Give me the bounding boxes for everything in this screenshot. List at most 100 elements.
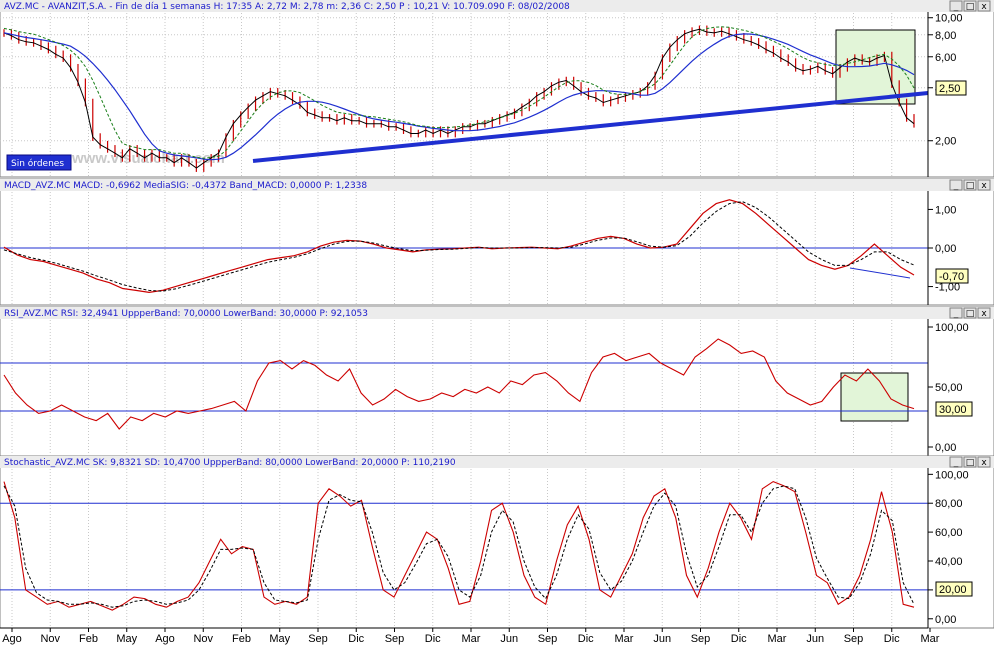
maximize-button[interactable]: □	[963, 179, 977, 191]
minimize-button-icon[interactable]: _	[953, 458, 959, 468]
minimize-button-bg[interactable]	[949, 0, 963, 12]
price-series-group	[3, 25, 915, 172]
close-button-bg[interactable]	[977, 307, 991, 319]
close-button[interactable]: x	[977, 0, 991, 12]
minimize-button-bg[interactable]	[949, 456, 963, 468]
rsi-header-text: RSI_AVZ.MC RSI: 32,4941 UppperBand: 70,0…	[4, 309, 368, 319]
maximize-button-bg[interactable]	[963, 307, 977, 319]
x-tick-label: Nov	[40, 633, 60, 645]
minimize-button-bg[interactable]	[949, 307, 963, 319]
minimize-button-icon[interactable]: _	[953, 181, 959, 191]
rsi-last-value-tag: 30,00	[935, 401, 973, 417]
y-tick-label: 10,00	[935, 13, 963, 25]
macd-panel: MACD_AVZ.MC MACD: -0,6962 MediaSIG: -0,4…	[0, 178, 994, 306]
stoch-sk-line	[3, 480, 915, 611]
y-tick-label: 0,00	[935, 442, 956, 454]
stoch-panel: Stochastic_AVZ.MC SK: 9,8321 SD: 10,4700…	[0, 455, 994, 629]
macd-y-axis: 1,00 0,00 -1,00	[928, 204, 960, 294]
minimize-button[interactable]: _	[949, 0, 963, 12]
x-tick-label: Sep	[538, 633, 558, 645]
x-tick-label: Feb	[232, 633, 251, 645]
close-button-icon[interactable]: x	[981, 458, 987, 468]
rsi-header-bar	[0, 307, 994, 319]
y-tick-label: 0,00	[935, 614, 956, 626]
minimize-button-icon[interactable]: _	[953, 2, 959, 12]
price-last-value-box	[935, 80, 967, 96]
x-tick-label: Dic	[578, 633, 594, 645]
x-tick-label: Mar	[768, 633, 787, 645]
close-button-icon[interactable]: x	[981, 309, 987, 319]
x-tick-label: Feb	[79, 633, 98, 645]
close-button[interactable]: x	[977, 456, 991, 468]
minimize-button[interactable]: _	[949, 307, 963, 319]
y-tick-label: 80,00	[935, 498, 963, 510]
orders-button-label[interactable]: Sin órdenes	[11, 158, 64, 169]
macd-last-value-box	[935, 268, 969, 284]
stoch-last-value: 20,00	[939, 584, 967, 596]
price-last-value: 2,50	[939, 83, 960, 95]
maximize-button[interactable]: □	[963, 307, 977, 319]
minimize-button-icon[interactable]: _	[953, 309, 959, 319]
x-tick-label: Sep	[691, 633, 711, 645]
x-tick-label: Sep	[385, 633, 405, 645]
stoch-y-axis: 100,00 80,00 60,00 40,00 20,00 0,00	[928, 469, 969, 626]
x-tick-label: May	[269, 633, 290, 645]
maximize-button[interactable]: □	[963, 0, 977, 12]
close-button-icon[interactable]: x	[981, 181, 987, 191]
stoch-header-bar	[0, 456, 994, 468]
x-tick-label: Mar	[462, 633, 481, 645]
y-tick-label: 6,00	[935, 52, 956, 64]
y-tick-label: 0,00	[935, 243, 956, 255]
maximize-button-bg[interactable]	[963, 0, 977, 12]
y-tick-label: 60,00	[935, 527, 963, 539]
maximize-button-icon[interactable]: □	[966, 458, 975, 468]
x-axis: Ago Nov Feb May Ago Nov Feb May Sep Dic Sep Dic Mar J…	[2, 628, 940, 645]
close-button-bg[interactable]	[977, 179, 991, 191]
price-panel-frame	[0, 0, 994, 178]
x-tick-label: Dic	[731, 633, 747, 645]
rsi-series-group	[0, 338, 928, 430]
rsi-y-axis: 100,00 50,00 0,00	[928, 322, 969, 454]
x-tick-label: Dic	[884, 633, 900, 645]
rsi-highlight-box	[840, 372, 909, 422]
rsi-last-value: 30,00	[939, 404, 967, 416]
close-button-icon[interactable]: x	[981, 2, 987, 12]
y-tick-label: -1,00	[935, 282, 960, 294]
macd-header-bar	[0, 179, 994, 191]
macd-signal-line	[3, 201, 915, 292]
maximize-button-bg[interactable]	[963, 179, 977, 191]
x-tick-label: May	[116, 633, 137, 645]
maximize-button-icon[interactable]: □	[966, 181, 975, 191]
watermark: www.visualchart.com	[71, 150, 225, 167]
maximize-button-icon[interactable]: □	[966, 309, 975, 319]
maximize-button-bg[interactable]	[963, 456, 977, 468]
y-tick-label: 100,00	[935, 469, 969, 481]
panel-window-buttons: _ □ x _ □ x _ □ x _ □ x	[949, 0, 991, 468]
close-button[interactable]: x	[977, 307, 991, 319]
minimize-button-bg[interactable]	[949, 179, 963, 191]
stoch-sd-line	[3, 485, 915, 608]
trendline	[252, 91, 929, 163]
x-tick-label: Jun	[500, 633, 518, 645]
close-button-bg[interactable]	[977, 0, 991, 12]
close-button[interactable]: x	[977, 179, 991, 191]
stoch-last-value-box	[935, 581, 973, 597]
stoch-last-value-tag: 20,00	[935, 581, 973, 597]
close-button-bg[interactable]	[977, 456, 991, 468]
macd-series-group	[0, 199, 928, 294]
maximize-button-icon[interactable]: □	[966, 2, 975, 12]
macd-last-value-tag: -0,70	[935, 268, 969, 284]
x-tick-label: Sep	[308, 633, 328, 645]
stoch-panel-frame	[0, 455, 994, 629]
maximize-button[interactable]: □	[963, 456, 977, 468]
price-ma-fast	[3, 26, 915, 159]
price-panel: AVZ.MC - AVANZIT,S.A. - Fin de día 1 sem…	[0, 0, 994, 178]
stoch-series-group	[0, 480, 928, 611]
price-last-value-tag: 2,50	[935, 80, 967, 96]
orders-button[interactable]: Sin órdenes	[6, 154, 72, 171]
minimize-button[interactable]: _	[949, 456, 963, 468]
orders-button-bg[interactable]	[6, 154, 72, 171]
minimize-button[interactable]: _	[949, 179, 963, 191]
x-tick-label: Sep	[844, 633, 864, 645]
